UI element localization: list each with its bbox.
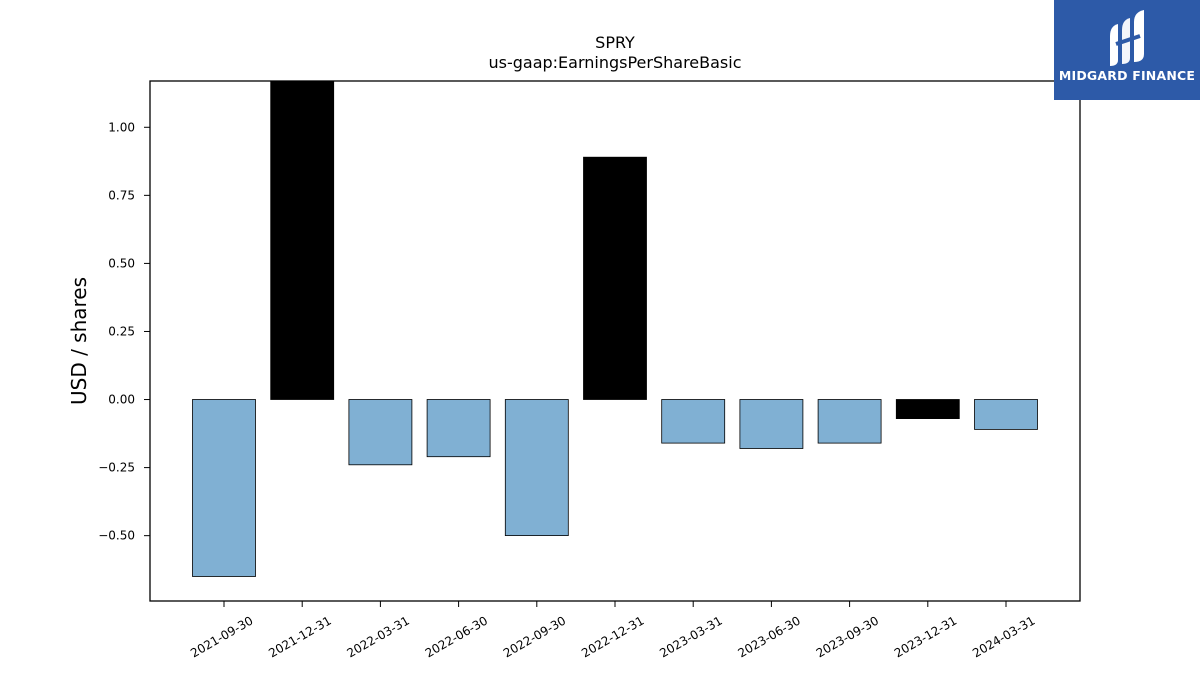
bar-2022-03-31 — [348, 399, 413, 466]
midgard-logo-icon — [1110, 10, 1144, 66]
bar-2023-03-31 — [661, 399, 726, 444]
x-tick-label: 2024-03-31 — [970, 613, 1037, 660]
x-tick-label: 2021-12-31 — [266, 613, 333, 660]
brand-logo: MIDGARD FINANCE — [1054, 0, 1200, 100]
bar-2021-12-31 — [270, 80, 335, 400]
x-tick-label: 2022-12-31 — [579, 613, 646, 660]
chart-subtitle: us-gaap:EarningsPerShareBasic — [488, 53, 741, 72]
x-tick-label: 2022-09-30 — [501, 613, 568, 660]
y-tick-label: 0.00 — [108, 393, 135, 407]
y-tick-label: 1.00 — [108, 120, 135, 134]
chart-title: SPRY — [595, 33, 635, 52]
bar-2022-12-31 — [583, 156, 647, 400]
logo-text: MIDGARD FINANCE — [1058, 68, 1196, 83]
y-ticks: −0.50 −0.25 0.00 0.25 0.50 0.75 1.00 — [98, 120, 150, 543]
y-tick-label: 0.50 — [108, 256, 135, 270]
bar-2024-03-31 — [974, 399, 1038, 430]
plot-frame — [149, 80, 1081, 602]
x-tick-label: 2021-09-30 — [188, 613, 255, 660]
x-tick-label: 2023-09-30 — [814, 613, 881, 660]
x-tick-label: 2022-06-30 — [423, 613, 490, 660]
y-tick-label: −0.50 — [98, 529, 135, 543]
x-tick-label: 2023-12-31 — [892, 613, 959, 660]
bar-2023-12-31 — [895, 399, 960, 420]
bars-layer — [192, 80, 1038, 577]
x-ticks: 2021-09-30 2021-12-31 2022-03-31 2022-06-30… — [188, 601, 1038, 660]
y-tick-label: −0.25 — [98, 461, 135, 475]
y-axis-label: USD / shares — [67, 277, 91, 405]
bar-2022-06-30 — [426, 399, 491, 458]
x-tick-label: 2022-03-31 — [344, 613, 411, 660]
y-tick-label: 0.75 — [108, 188, 135, 202]
x-tick-label: 2023-03-31 — [657, 613, 724, 660]
bar-2023-06-30 — [739, 399, 804, 449]
bar-2023-09-30 — [817, 399, 882, 444]
x-tick-label: 2023-06-30 — [735, 613, 802, 660]
y-tick-label: 0.25 — [108, 324, 135, 338]
bar-2022-09-30 — [504, 399, 569, 537]
bar-2021-09-30 — [192, 399, 256, 577]
